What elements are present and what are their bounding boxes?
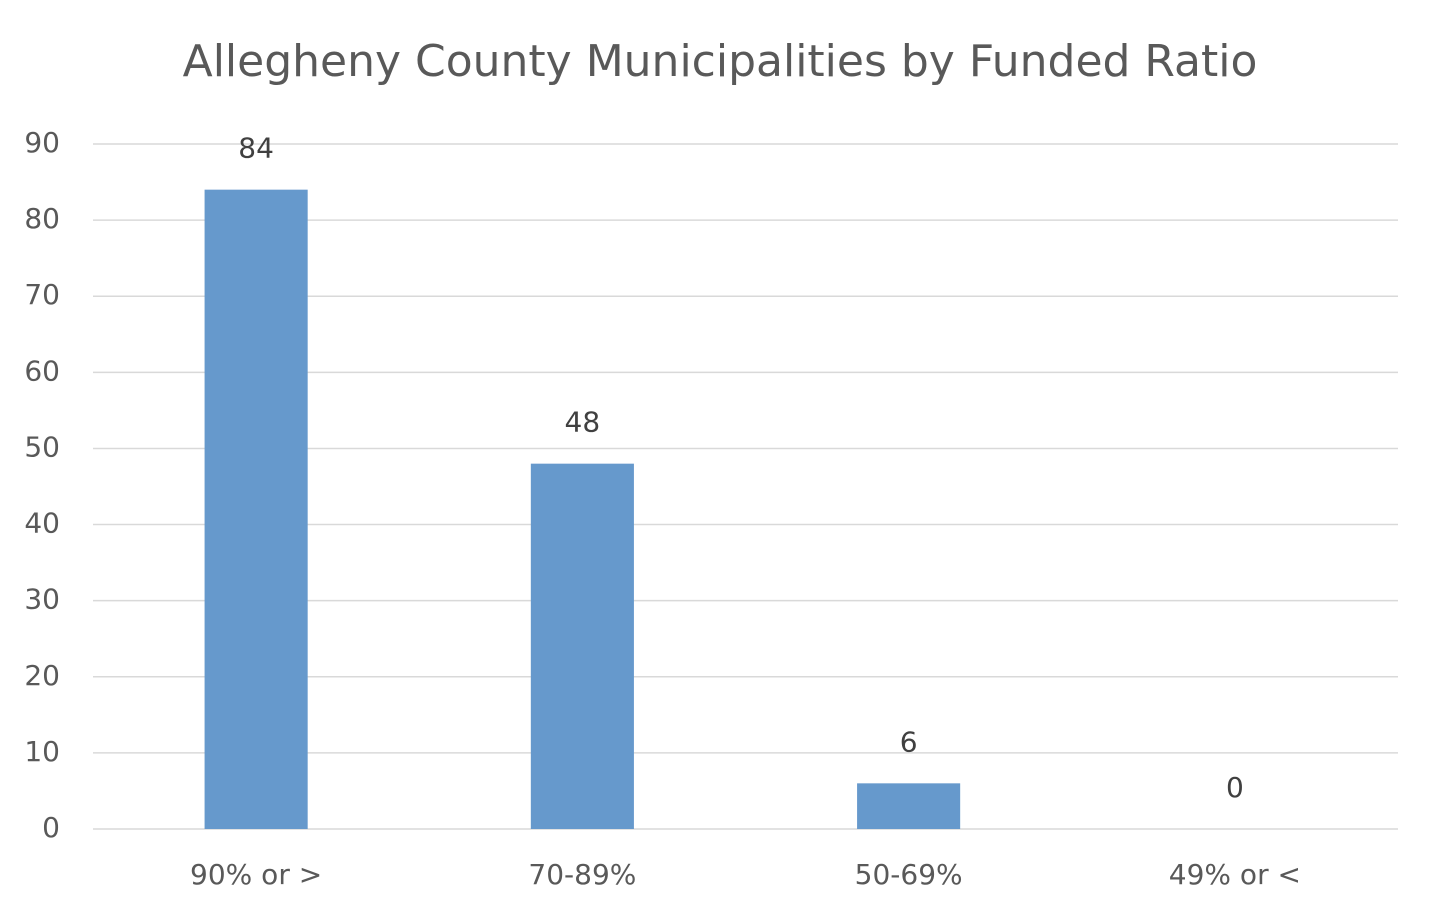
bar [857, 783, 961, 829]
y-tick-label: 0 [42, 811, 60, 844]
x-tick-label: 90% or > [190, 858, 322, 891]
data-label: 6 [900, 725, 918, 758]
x-tick-label: 50-69% [855, 858, 963, 891]
data-label: 0 [1226, 771, 1244, 804]
x-tick-label: 70-89% [528, 858, 636, 891]
bar [530, 463, 634, 829]
y-tick-label: 10 [24, 735, 60, 768]
y-tick-label: 40 [24, 507, 60, 540]
y-tick-label: 30 [24, 583, 60, 616]
bar [204, 189, 308, 829]
data-label: 48 [565, 406, 601, 439]
data-label: 84 [238, 132, 274, 165]
y-tick-label: 50 [24, 430, 60, 463]
y-tick-label: 60 [24, 354, 60, 387]
y-tick-label: 20 [24, 659, 60, 692]
chart-title: Allegheny County Municipalities by Funde… [183, 36, 1258, 87]
y-tick-label: 90 [24, 126, 60, 159]
y-tick-label: 80 [24, 202, 60, 235]
x-tick-label: 49% or < [1169, 858, 1301, 891]
y-tick-label: 70 [24, 278, 60, 311]
